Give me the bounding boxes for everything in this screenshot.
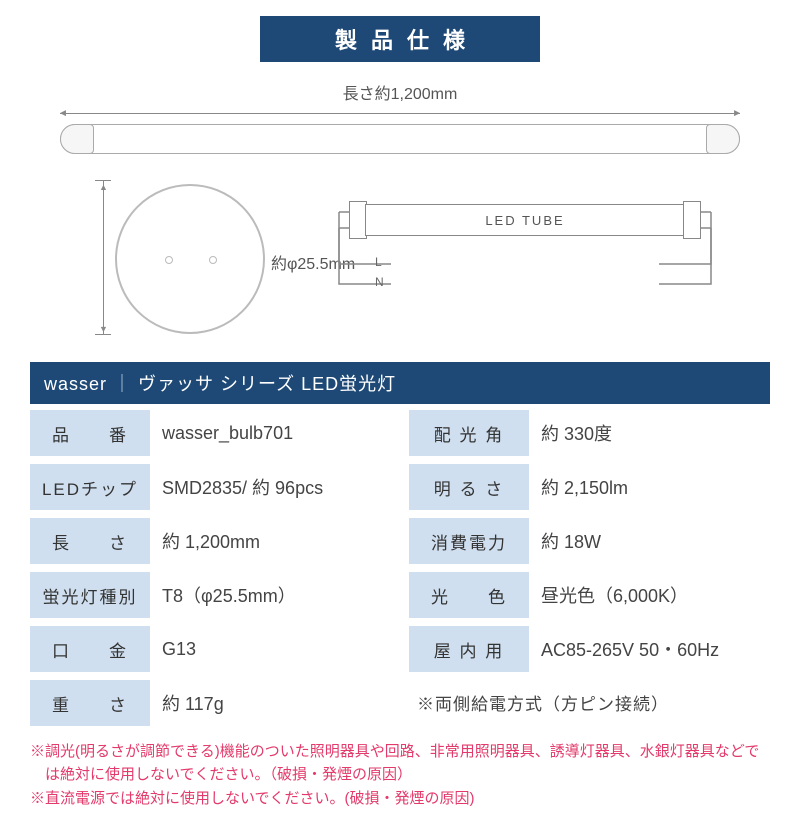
spec-val: 約 2,150lm	[529, 464, 770, 510]
spec-val: G13	[150, 626, 391, 672]
spec-row: 品 番 wasser_bulb701	[30, 410, 391, 456]
tube-length-diagram: 長さ約1,200mm ◄►	[60, 80, 740, 154]
series-name: ヴァッサ シリーズ LED蛍光灯	[138, 374, 396, 394]
spec-val: 約 330度	[529, 410, 770, 456]
spec-val: 約 1,200mm	[150, 518, 391, 564]
spec-val: SMD2835/ 約 96pcs	[150, 464, 391, 510]
spec-val: 昼光色（6,000K）	[529, 572, 770, 618]
length-label: 長さ約1,200mm	[60, 80, 740, 104]
warning-line: ※直流電源では絶対に使用しないでください。(破損・発煙の原因)	[45, 787, 770, 810]
spec-key: 品 番	[30, 410, 150, 456]
wiring-diagram: LED TUBE L N	[335, 194, 715, 324]
spec-key: 配 光 角	[409, 410, 529, 456]
spec-val: T8（φ25.5mm）	[150, 572, 391, 618]
separator: ｜	[113, 374, 132, 394]
power-supply-note: ※両側給電方式（方ピン接続）	[409, 680, 770, 726]
spec-key: 明 る さ	[409, 464, 529, 510]
spec-key: LEDチップ	[30, 464, 150, 510]
spec-key: 消費電力	[409, 518, 529, 564]
spec-val: 約 18W	[529, 518, 770, 564]
spec-val: 約 117g	[150, 680, 391, 726]
spec-key: 重 さ	[30, 680, 150, 726]
spec-val: wasser_bulb701	[150, 410, 391, 456]
warning-line: ※調光(明るさが調節できる)機能のついた照明器具や回路、非常用照明器具、誘導灯器…	[45, 740, 770, 787]
spec-key: 光 色	[409, 572, 529, 618]
spec-key: 長 さ	[30, 518, 150, 564]
dimension-line: ◄►	[60, 106, 740, 120]
diameter-diagram: ▲ ▼ 約φ25.5mm	[85, 174, 295, 344]
spec-key: 蛍光灯種別	[30, 572, 150, 618]
wiring-N-label: N	[375, 275, 384, 289]
page-title: 製品仕様	[260, 16, 540, 62]
spec-key: 口 金	[30, 626, 150, 672]
brand-name: wasser	[44, 374, 107, 394]
tube-outline	[60, 124, 740, 154]
spec-key: 屋 内 用	[409, 626, 529, 672]
spec-table: 品 番 wasser_bulb701 配 光 角 約 330度 LEDチップSM…	[30, 410, 770, 726]
wiring-L-label: L	[375, 255, 382, 269]
spec-row: 配 光 角 約 330度	[409, 410, 770, 456]
warnings-block: ※調光(明るさが調節できる)機能のついた照明器具や回路、非常用照明器具、誘導灯器…	[30, 740, 770, 810]
spec-val: AC85-265V 50・60Hz	[529, 626, 770, 672]
spec-title-bar: wasser ｜ ヴァッサ シリーズ LED蛍光灯	[30, 362, 770, 404]
